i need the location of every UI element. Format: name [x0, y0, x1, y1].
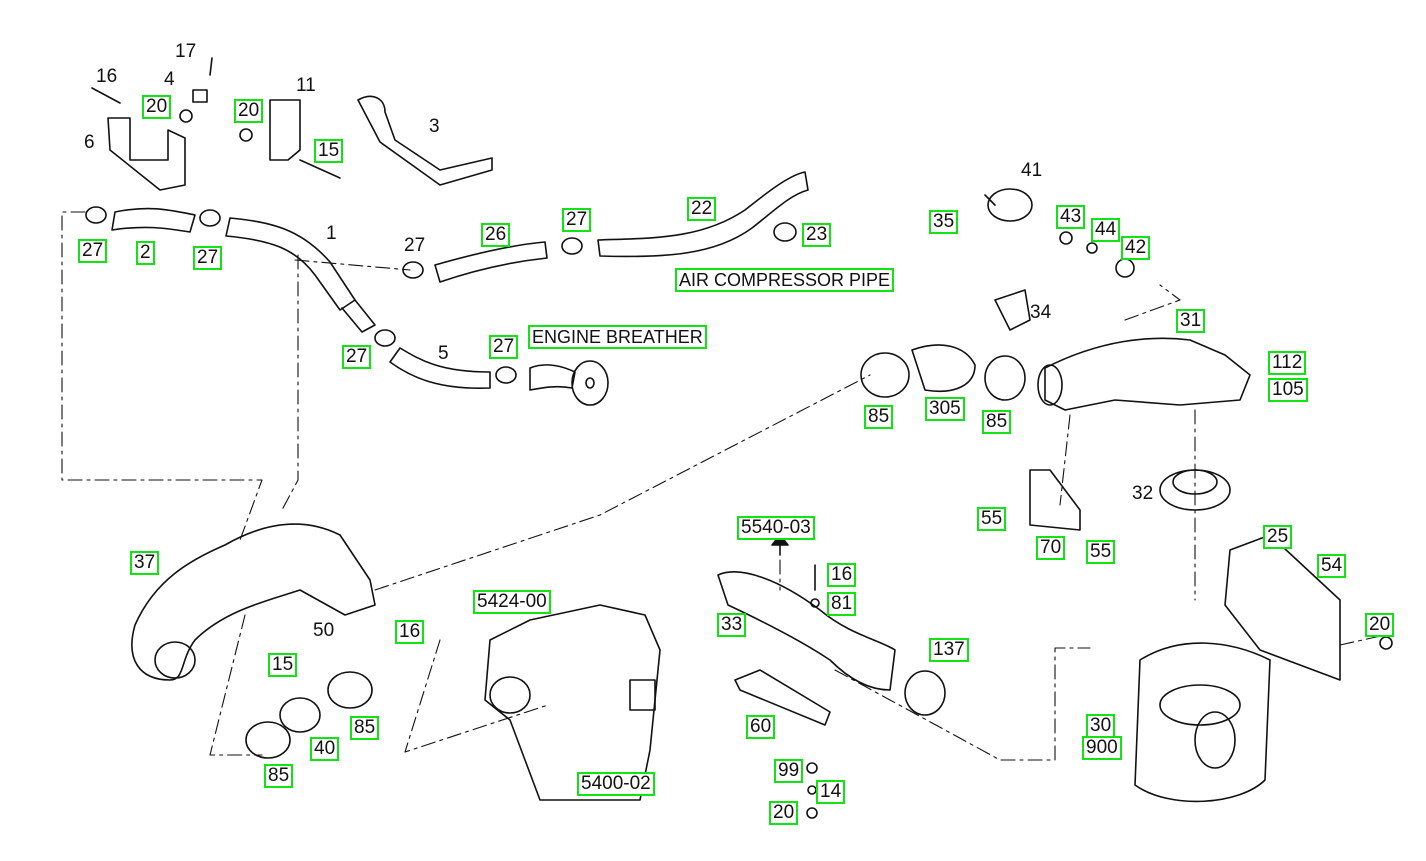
hotspot-air-compressor-pipe[interactable]: AIR COMPRESSOR PIPE [675, 268, 895, 292]
hotspot-43[interactable]: 43 [1056, 205, 1086, 229]
part-label-1: 1 [326, 223, 337, 244]
hotspot-27[interactable]: 27 [562, 208, 592, 232]
hotspot-85[interactable]: 85 [982, 410, 1012, 434]
part-label-11: 11 [296, 75, 316, 96]
hotspot-14[interactable]: 14 [816, 780, 846, 804]
hotspot-900[interactable]: 900 [1082, 736, 1122, 760]
leader-lines [61, 211, 1386, 761]
hotspot-99[interactable]: 99 [774, 759, 804, 783]
part-label-32: 32 [1132, 483, 1154, 504]
hotspot-54[interactable]: 54 [1317, 554, 1347, 578]
part-label-50: 50 [313, 620, 335, 641]
part-label-3: 3 [429, 116, 440, 137]
part-label-41: 41 [1021, 160, 1043, 181]
hotspot-27[interactable]: 27 [342, 345, 372, 369]
hotspot-105[interactable]: 105 [1268, 378, 1308, 402]
intake-duct [717, 534, 896, 819]
hotspot-27[interactable]: 27 [78, 239, 108, 263]
part-label-34: 34 [1030, 302, 1052, 323]
hotspot-112[interactable]: 112 [1268, 351, 1307, 375]
hotspot-16[interactable]: 16 [395, 620, 425, 644]
hotspot-42[interactable]: 42 [1121, 236, 1151, 260]
hotspot-31[interactable]: 31 [1176, 309, 1206, 333]
hotspot-40[interactable]: 40 [310, 737, 340, 761]
hotspot-33[interactable]: 33 [717, 613, 747, 637]
hotspot-70[interactable]: 70 [1036, 536, 1066, 560]
hotspot-55[interactable]: 55 [977, 507, 1007, 531]
part-label-5: 5 [438, 343, 449, 364]
hotspot-27[interactable]: 27 [193, 246, 223, 270]
hotspot-20[interactable]: 20 [769, 801, 799, 825]
hotspot-305[interactable]: 305 [925, 397, 965, 421]
brackets [91, 57, 493, 191]
engine-block [484, 604, 661, 801]
hotspot-2[interactable]: 2 [136, 241, 155, 265]
hotspot-85[interactable]: 85 [350, 716, 380, 740]
hotspot-20[interactable]: 20 [234, 99, 264, 123]
hotspot-15[interactable]: 15 [314, 139, 344, 163]
hotspot-16[interactable]: 16 [827, 563, 857, 587]
hotspot-55[interactable]: 55 [1086, 540, 1116, 564]
hotspot-20[interactable]: 20 [1365, 613, 1395, 637]
part-label-17: 17 [175, 41, 197, 62]
hotspot-5400-02[interactable]: 5400-02 [577, 772, 655, 796]
hoses [111, 171, 809, 406]
hotspot-engine-breather[interactable]: ENGINE BREATHER [528, 325, 707, 349]
hotspot-23[interactable]: 23 [802, 223, 832, 247]
clamps [85, 206, 797, 384]
hotspot-85[interactable]: 85 [864, 405, 894, 429]
air-filter-housing [984, 188, 1393, 803]
hotspot-60[interactable]: 60 [746, 715, 776, 739]
intake-elbow [131, 523, 376, 759]
hotspot-37[interactable]: 37 [130, 551, 160, 575]
hotspot-20[interactable]: 20 [142, 95, 172, 119]
part-label-6: 6 [84, 132, 95, 153]
hotspot-5540-03[interactable]: 5540-03 [737, 516, 815, 540]
hotspot-25[interactable]: 25 [1263, 525, 1293, 549]
hotspot-22[interactable]: 22 [687, 197, 717, 221]
hotspot-5424-00[interactable]: 5424-00 [473, 590, 551, 614]
hotspot-30[interactable]: 30 [1086, 714, 1116, 738]
hotspot-44[interactable]: 44 [1091, 218, 1121, 242]
hotspot-81[interactable]: 81 [827, 592, 857, 616]
part-label-16: 16 [96, 66, 118, 87]
part-label-27: 27 [404, 235, 426, 256]
hotspot-27[interactable]: 27 [489, 335, 519, 359]
hotspot-137[interactable]: 137 [929, 638, 969, 662]
sleeves-and-rings [860, 344, 1026, 716]
hotspot-15[interactable]: 15 [268, 653, 298, 677]
hotspot-35[interactable]: 35 [929, 210, 959, 234]
part-label-4: 4 [164, 69, 175, 90]
hotspot-26[interactable]: 26 [481, 223, 511, 247]
hotspot-85[interactable]: 85 [264, 764, 294, 788]
